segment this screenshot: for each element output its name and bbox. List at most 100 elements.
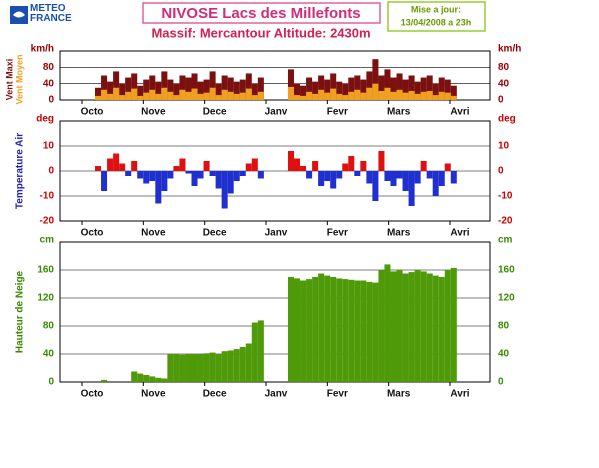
bar xyxy=(245,73,252,100)
bar xyxy=(119,95,126,100)
bar xyxy=(149,75,156,100)
bar xyxy=(330,277,337,382)
bar xyxy=(227,350,234,382)
bar xyxy=(342,83,349,100)
x-tick-label: Janv xyxy=(265,107,288,118)
y-tick-label: 80 xyxy=(43,321,55,332)
bar xyxy=(155,171,162,204)
bar xyxy=(107,93,114,100)
bar xyxy=(318,75,325,100)
bar xyxy=(402,79,409,100)
bar xyxy=(354,280,361,382)
bar xyxy=(420,91,427,100)
bar xyxy=(287,151,295,171)
bar xyxy=(203,79,210,100)
bar xyxy=(414,270,421,382)
bar xyxy=(426,273,433,382)
bar xyxy=(173,83,180,100)
bar xyxy=(113,87,120,100)
bar xyxy=(372,59,379,100)
bar xyxy=(179,158,186,171)
y-tick-label: -10 xyxy=(40,191,55,202)
bar xyxy=(384,69,391,100)
bar xyxy=(233,349,240,382)
bar xyxy=(384,87,391,100)
bar xyxy=(215,83,222,100)
bar xyxy=(215,354,222,382)
bar xyxy=(318,273,325,382)
x-tick-label: Avri xyxy=(450,228,469,239)
bar xyxy=(197,93,204,100)
bar xyxy=(354,89,361,100)
bar xyxy=(348,279,355,382)
y2-tick-label: 120 xyxy=(498,293,515,304)
bar xyxy=(396,73,403,100)
x-tick-label: Janv xyxy=(265,228,288,239)
bar xyxy=(119,83,126,100)
bar xyxy=(101,75,108,100)
bar xyxy=(330,171,337,189)
bar xyxy=(149,89,156,100)
bar xyxy=(426,171,433,179)
bar xyxy=(408,75,415,100)
bar xyxy=(131,161,138,171)
bar xyxy=(318,89,325,100)
bar xyxy=(239,347,246,382)
y-unit: km/h xyxy=(31,44,54,55)
bar xyxy=(390,271,397,382)
y-axis-title: Temperature Air xyxy=(15,133,26,209)
bar xyxy=(179,75,186,100)
bar xyxy=(396,270,403,382)
bar xyxy=(227,171,234,194)
bar xyxy=(360,280,367,382)
bar xyxy=(107,81,114,100)
bar xyxy=(324,171,331,181)
bar xyxy=(251,83,258,100)
bar xyxy=(396,171,403,179)
bar xyxy=(294,83,301,100)
bar xyxy=(137,171,144,179)
y2-tick-label: 160 xyxy=(498,265,515,276)
bar xyxy=(426,75,433,100)
bar xyxy=(408,272,415,382)
bar xyxy=(131,73,138,100)
legend-label: Vent Moyen xyxy=(14,54,24,104)
x-tick-label: Octo xyxy=(81,228,104,239)
bar xyxy=(402,273,409,382)
bar xyxy=(390,77,397,100)
bar xyxy=(312,81,319,100)
bar xyxy=(101,171,108,191)
x-tick-label: Dece xyxy=(203,107,227,118)
bar xyxy=(137,85,144,100)
bar xyxy=(450,95,457,100)
bar xyxy=(179,354,186,382)
bar xyxy=(372,171,379,201)
bar xyxy=(233,171,240,181)
bar xyxy=(161,378,168,382)
bar xyxy=(300,166,307,171)
bar xyxy=(324,92,331,100)
y-tick-label: 40 xyxy=(43,349,55,360)
bar xyxy=(257,320,264,382)
bar xyxy=(420,77,427,100)
bar xyxy=(390,91,397,100)
bar xyxy=(125,91,132,100)
bar xyxy=(203,353,210,382)
bar xyxy=(426,91,433,100)
bar xyxy=(312,93,319,100)
x-tick-label: Fevr xyxy=(327,228,348,239)
logo-box: METEO FRANCE xyxy=(30,4,72,24)
bar xyxy=(125,171,132,176)
bar xyxy=(366,87,373,100)
bar xyxy=(360,161,367,171)
update-date: 13/04/2008 a 23h xyxy=(401,17,472,27)
bar xyxy=(125,77,132,100)
bar xyxy=(101,379,108,382)
update-label: Mise a jour: xyxy=(411,4,461,14)
bar xyxy=(390,171,397,186)
bar xyxy=(348,156,355,171)
bar xyxy=(251,95,258,100)
bar xyxy=(336,171,343,179)
bar xyxy=(131,371,138,382)
